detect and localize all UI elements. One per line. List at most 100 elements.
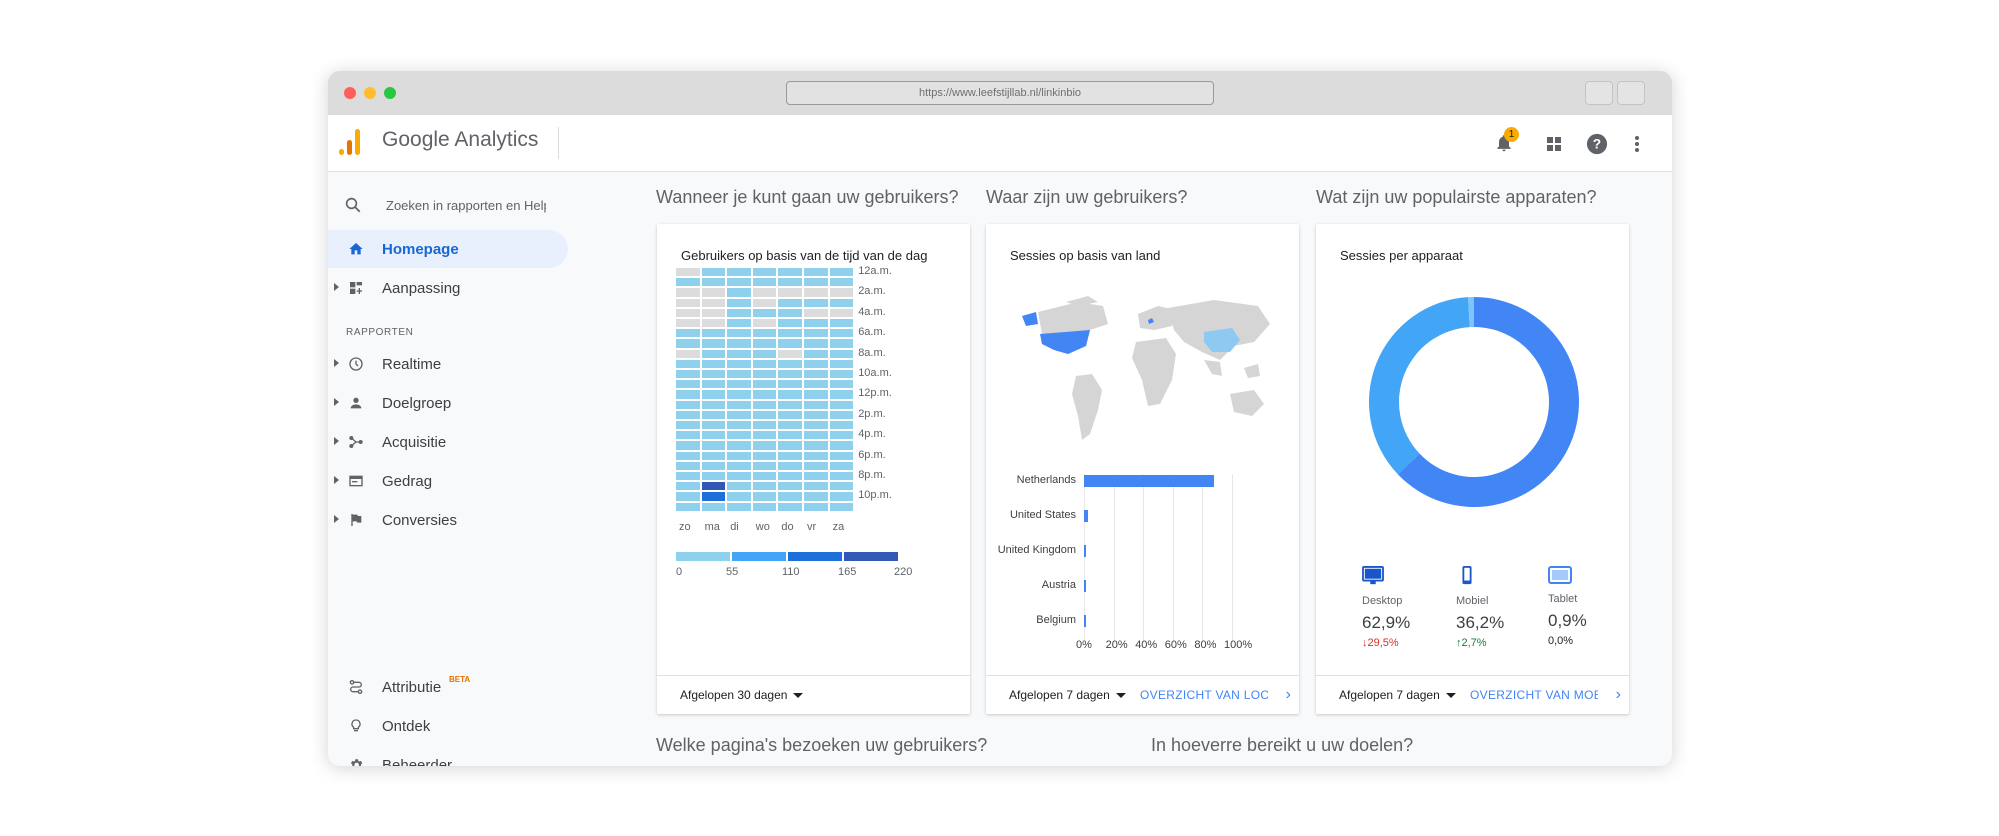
heatmap-cell[interactable] [752,400,777,409]
heatmap-cell[interactable] [778,339,802,348]
heatmap-cell[interactable] [829,268,854,277]
heatmap-cell[interactable] [676,329,700,338]
heatmap-cell[interactable] [727,268,751,277]
heatmap-cell[interactable] [804,482,828,491]
heatmap-cell[interactable] [701,268,726,277]
country-bar[interactable] [1084,545,1087,557]
heatmap-cell[interactable] [727,298,751,307]
heatmap-cell[interactable] [804,472,828,481]
heatmap-cell[interactable] [701,329,726,338]
chevron-right-icon[interactable]: › [1615,686,1621,703]
heatmap-cell[interactable] [804,441,828,450]
heatmap-cell[interactable] [804,298,828,307]
date-range-dropdown[interactable]: Afgelopen 7 dagen [1339,688,1456,702]
heatmap-cell[interactable] [778,431,802,440]
heatmap-cell[interactable] [804,461,828,470]
heatmap-cell[interactable] [701,441,726,450]
heatmap-cell[interactable] [701,370,726,379]
heatmap-cell[interactable] [752,461,777,470]
heatmap-cell[interactable] [752,298,777,307]
sidebar-item-acquisitie[interactable]: Acquisitie [328,423,568,461]
heatmap-cell[interactable] [752,492,777,501]
heatmap-cell[interactable] [676,441,700,450]
heatmap-cell[interactable] [804,359,828,368]
heatmap-cell[interactable] [676,482,700,491]
heatmap-cell[interactable] [829,410,854,419]
heatmap-cell[interactable] [727,431,751,440]
heatmap-cell[interactable] [752,288,777,297]
sidebar-item-homepage[interactable]: Homepage [328,230,568,268]
heatmap-cell[interactable] [752,319,777,328]
heatmap-cell[interactable] [701,349,726,358]
heatmap-cell[interactable] [778,370,802,379]
more-vert-icon[interactable] [1634,135,1640,153]
help-icon[interactable]: ? [1586,133,1608,155]
analytics-logo-icon[interactable] [339,127,365,155]
heatmap-cell[interactable] [752,339,777,348]
heatmap-cell[interactable] [727,461,751,470]
map-region-canada[interactable] [1022,312,1038,326]
heatmap-cell[interactable] [778,492,802,501]
heatmap-cell[interactable] [701,308,726,317]
heatmap-cell[interactable] [701,502,726,511]
heatmap-cell[interactable] [676,370,700,379]
donut-slice-desktop[interactable] [1397,297,1579,507]
sidebar-item-realtime[interactable]: Realtime [328,345,568,383]
heatmap-cell[interactable] [752,502,777,511]
close-window-button[interactable] [344,87,356,99]
heatmap-cell[interactable] [727,288,751,297]
heatmap-cell[interactable] [701,278,726,287]
country-bar[interactable] [1084,510,1089,522]
heatmap-cell[interactable] [778,278,802,287]
heatmap-cell[interactable] [829,329,854,338]
heatmap-cell[interactable] [676,390,700,399]
country-bar[interactable] [1084,475,1215,487]
heatmap-cell[interactable] [804,349,828,358]
maximize-window-button[interactable] [384,87,396,99]
heatmap-cell[interactable] [752,308,777,317]
heatmap-cell[interactable] [676,472,700,481]
world-map[interactable] [1008,294,1278,454]
search-input[interactable]: Zoeken in rapporten en Help [386,198,546,213]
heatmap-cell[interactable] [752,482,777,491]
heatmap-cell[interactable] [752,472,777,481]
heatmap-cell[interactable] [701,451,726,460]
heatmap-cell[interactable] [676,410,700,419]
heatmap-cell[interactable] [752,451,777,460]
heatmap-cell[interactable] [676,308,700,317]
heatmap-cell[interactable] [778,329,802,338]
heatmap-cell[interactable] [727,441,751,450]
heatmap-cell[interactable] [701,421,726,430]
heatmap-cell[interactable] [727,349,751,358]
heatmap-cell[interactable] [829,308,854,317]
heatmap-cell[interactable] [829,431,854,440]
map-region-united-states[interactable] [1040,330,1090,354]
heatmap-cell[interactable] [804,421,828,430]
sidebar-item-conversies[interactable]: Conversies [328,501,568,539]
expand-caret-icon[interactable] [334,398,339,406]
heatmap-cell[interactable] [727,492,751,501]
search-box[interactable]: Zoeken in rapporten en Help [344,190,574,220]
heatmap-cell[interactable] [727,380,751,389]
notifications-bell-icon[interactable]: 1 [1494,127,1519,153]
heatmap-cell[interactable] [804,431,828,440]
heatmap-cell[interactable] [676,421,700,430]
heatmap-cell[interactable] [727,329,751,338]
mobile-overview-link[interactable]: OVERZICHT VAN MOBIEL [1470,688,1598,702]
heatmap-cell[interactable] [701,288,726,297]
heatmap-cell[interactable] [676,451,700,460]
heatmap-cell[interactable] [727,390,751,399]
heatmap-cell[interactable] [778,421,802,430]
heatmap-cell[interactable] [829,288,854,297]
heatmap-cell[interactable] [829,421,854,430]
heatmap-cell[interactable] [804,400,828,409]
heatmap-cell[interactable] [829,298,854,307]
heatmap-cell[interactable] [804,319,828,328]
heatmap-cell[interactable] [676,298,700,307]
sidebar-item-doelgroep[interactable]: Doelgroep [328,384,568,422]
heatmap-cell[interactable] [829,339,854,348]
heatmap-cell[interactable] [701,339,726,348]
heatmap-cell[interactable] [778,441,802,450]
heatmap-cell[interactable] [804,451,828,460]
sidebar-item-beheerder[interactable]: Beheerder [328,746,568,766]
